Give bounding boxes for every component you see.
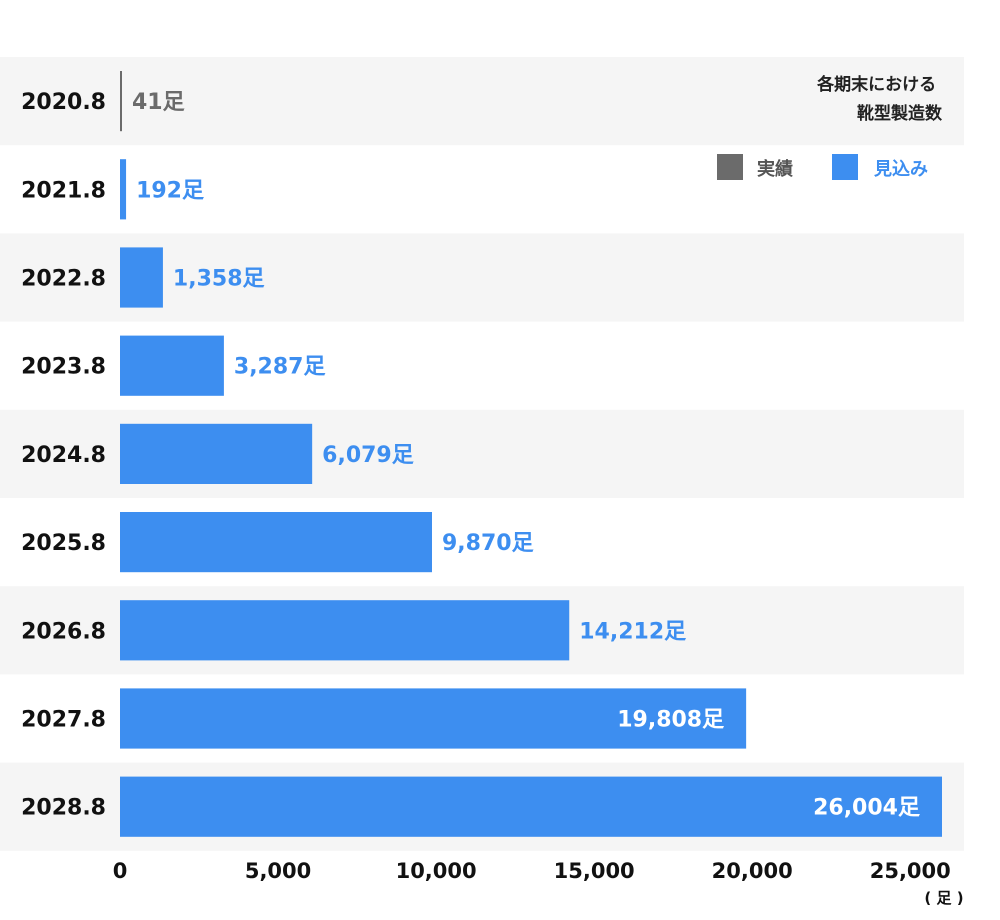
x-tick-label: 5,000 (245, 859, 311, 883)
data-label: 41足 (132, 90, 185, 115)
bars (120, 71, 942, 837)
x-tick-label: 25,000 (870, 859, 951, 883)
bar (120, 600, 570, 661)
bar (120, 71, 122, 132)
bar (120, 688, 747, 749)
row-stripe (0, 57, 964, 146)
y-tick-label: 2022.8 (21, 267, 106, 292)
legend-label-actual: 実績 (757, 158, 793, 180)
data-label: 9,870足 (442, 531, 534, 556)
data-label: 3,287足 (234, 355, 326, 380)
bar (120, 776, 942, 837)
unit-label: ( 足 ) (924, 889, 963, 907)
legend-title-line-2: 靴型製造数 (857, 103, 943, 124)
y-tick-label: 2028.8 (21, 796, 106, 821)
bar (120, 247, 163, 308)
data-label: 192足 (136, 178, 204, 203)
x-tick-label: 20,000 (712, 859, 793, 883)
bar (120, 512, 432, 573)
bar (120, 335, 224, 396)
y-tick-label: 2026.8 (21, 619, 106, 644)
data-label: 6,079足 (322, 443, 414, 468)
legend-title: 各期末における 靴型製造数 (816, 74, 943, 124)
bar (120, 423, 313, 484)
data-label: 19,808足 (617, 708, 724, 733)
value-labels: 41足 192足 1,358足 3,287足 6,079足 9,870足 14,212足 19… (132, 90, 920, 821)
data-label: 1,358足 (173, 267, 265, 292)
y-axis-labels: 2020.8 2021.8 2022.8 2023.8 2024.8 2025.8 2026… (21, 90, 106, 821)
x-axis-ticks: 0 5,000 10,000 15,000 20,000 25,000 (113, 859, 951, 883)
data-label: 26,004足 (813, 796, 920, 821)
legend: 各期末における 靴型製造数 実績 見込み (717, 74, 943, 180)
y-tick-label: 2020.8 (21, 90, 106, 115)
y-tick-label: 2025.8 (21, 531, 106, 556)
y-tick-label: 2027.8 (21, 708, 106, 733)
x-tick-label: 15,000 (554, 859, 635, 883)
y-tick-label: 2023.8 (21, 355, 106, 380)
y-tick-label: 2024.8 (21, 443, 106, 468)
legend-title-line-1: 各期末における (816, 74, 936, 95)
bar (120, 159, 127, 220)
data-label: 14,212足 (579, 619, 686, 644)
x-tick-label: 10,000 (396, 859, 477, 883)
x-tick-label: 0 (113, 859, 128, 883)
y-tick-label: 2021.8 (21, 178, 106, 203)
legend-swatch-forecast (832, 154, 858, 180)
legend-swatch-actual (717, 154, 743, 180)
legend-label-forecast: 見込み (873, 159, 928, 180)
